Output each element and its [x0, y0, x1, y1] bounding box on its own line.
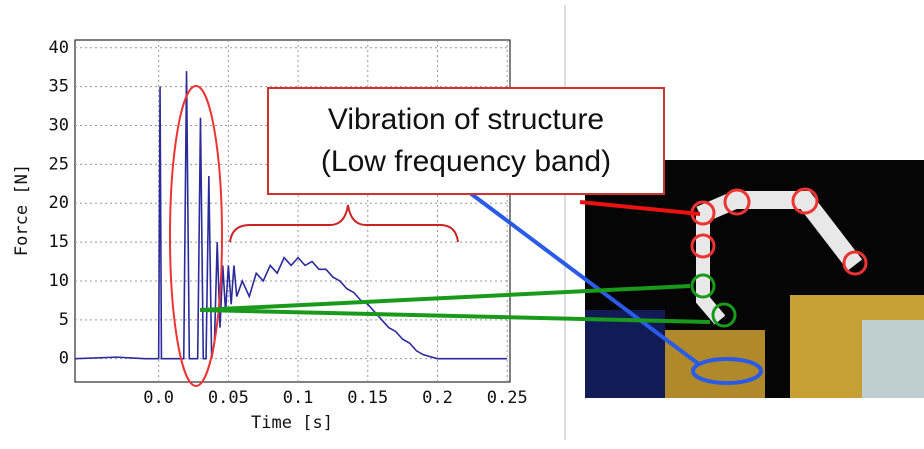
annotation-text: (Low frequency band)	[321, 145, 611, 178]
y-axis-label: Force [N]	[12, 164, 32, 256]
x-tick-label: 0.15	[347, 388, 388, 408]
y-tick-label: 0	[59, 349, 69, 369]
x-axis-label: Time [s]	[251, 413, 333, 433]
y-tick-label: 35	[49, 77, 69, 97]
x-tick-label: 0.25	[487, 388, 528, 408]
robot-image	[585, 160, 924, 398]
x-tick-label: 0.2	[422, 388, 453, 408]
x-tick-label: 0.1	[283, 388, 314, 408]
data-line	[74, 71, 508, 360]
y-tick-label: 15	[49, 232, 69, 252]
y-tick-label: 30	[49, 116, 69, 136]
y-tick-label: 25	[49, 154, 69, 174]
annotation-shapes	[169, 85, 711, 387]
annotation-text: Vibration of structure	[328, 103, 604, 136]
x-tick-label: 0.0	[143, 388, 174, 408]
y-tick-label: 20	[49, 193, 69, 213]
y-tick-label: 5	[59, 310, 69, 330]
y-tick-label: 10	[49, 271, 69, 291]
x-tick-label: 0.05	[208, 388, 249, 408]
plot-frame	[74, 39, 511, 383]
y-tick-label: 40	[49, 38, 69, 58]
plot: 0 5 10 15 20 25 30 35 40 0.0 0.05 0.1 0.15 0.2 0.25	[49, 38, 528, 408]
